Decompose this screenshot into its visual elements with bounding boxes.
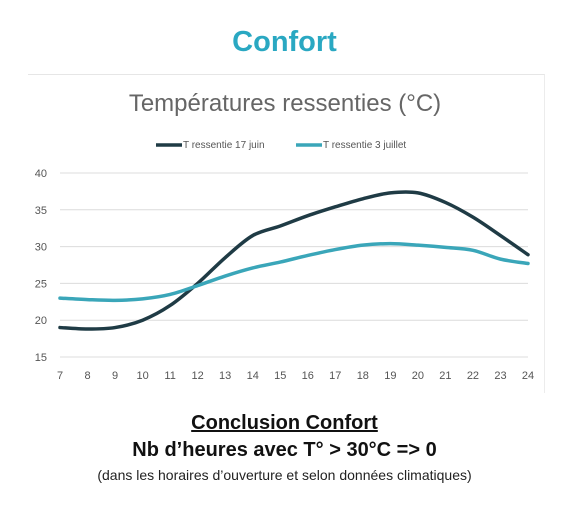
chart-title: Températures ressenties (°C)	[129, 90, 441, 117]
x-tick-label: 9	[112, 370, 118, 382]
x-tick-label: 17	[329, 370, 341, 382]
page-title: Confort	[232, 26, 337, 58]
x-axis: 7 8 9 10 11 12 13 14 15 16 17 18 19 20 21 22 23 24	[57, 370, 534, 382]
x-tick-label: 7	[57, 370, 63, 382]
x-tick-label: 11	[164, 370, 175, 382]
y-tick-label: 25	[35, 278, 47, 290]
x-tick-label: 22	[467, 370, 479, 382]
x-tick-label: 10	[136, 370, 148, 382]
x-tick-label: 23	[494, 370, 506, 382]
y-tick-label: 20	[35, 315, 47, 327]
x-tick-label: 14	[247, 370, 259, 382]
series-line-2	[58, 241, 530, 303]
x-tick-label: 19	[384, 370, 396, 382]
x-tick-label: 15	[274, 370, 286, 382]
x-tick-label: 24	[522, 370, 534, 382]
chart-grid	[60, 172, 528, 358]
y-tick-label: 35	[35, 205, 47, 217]
legend-label-2: T ressentie 3 juillet	[323, 140, 406, 151]
x-tick-label: 16	[302, 370, 314, 382]
conclusion-result: Nb d’heures avec T° > 30°C => 0	[132, 439, 437, 461]
y-tick-label: 30	[35, 242, 47, 254]
x-tick-label: 12	[192, 370, 204, 382]
conclusion-note: (dans les horaires d’ouverture et selon …	[97, 467, 472, 483]
y-tick-label: 40	[35, 168, 47, 180]
x-tick-label: 8	[84, 370, 90, 382]
chart-legend: T ressentie 17 juin T ressentie 3 juillet	[156, 140, 406, 151]
x-tick-label: 21	[439, 370, 451, 382]
conclusion-heading: Conclusion Confort	[191, 412, 378, 434]
x-tick-label: 20	[412, 370, 424, 382]
line-chart: Températures ressenties (°C) T ressentie…	[35, 90, 534, 382]
chart-panel: Températures ressenties (°C) T ressentie…	[28, 74, 545, 393]
legend-label-1: T ressentie 17 juin	[183, 140, 265, 151]
y-tick-label: 15	[35, 352, 47, 364]
series-line-1	[58, 190, 530, 331]
x-tick-label: 13	[219, 370, 231, 382]
chart-series	[58, 190, 530, 331]
x-tick-label: 18	[357, 370, 369, 382]
y-axis: 15 20 25 30 35 40	[35, 168, 47, 364]
